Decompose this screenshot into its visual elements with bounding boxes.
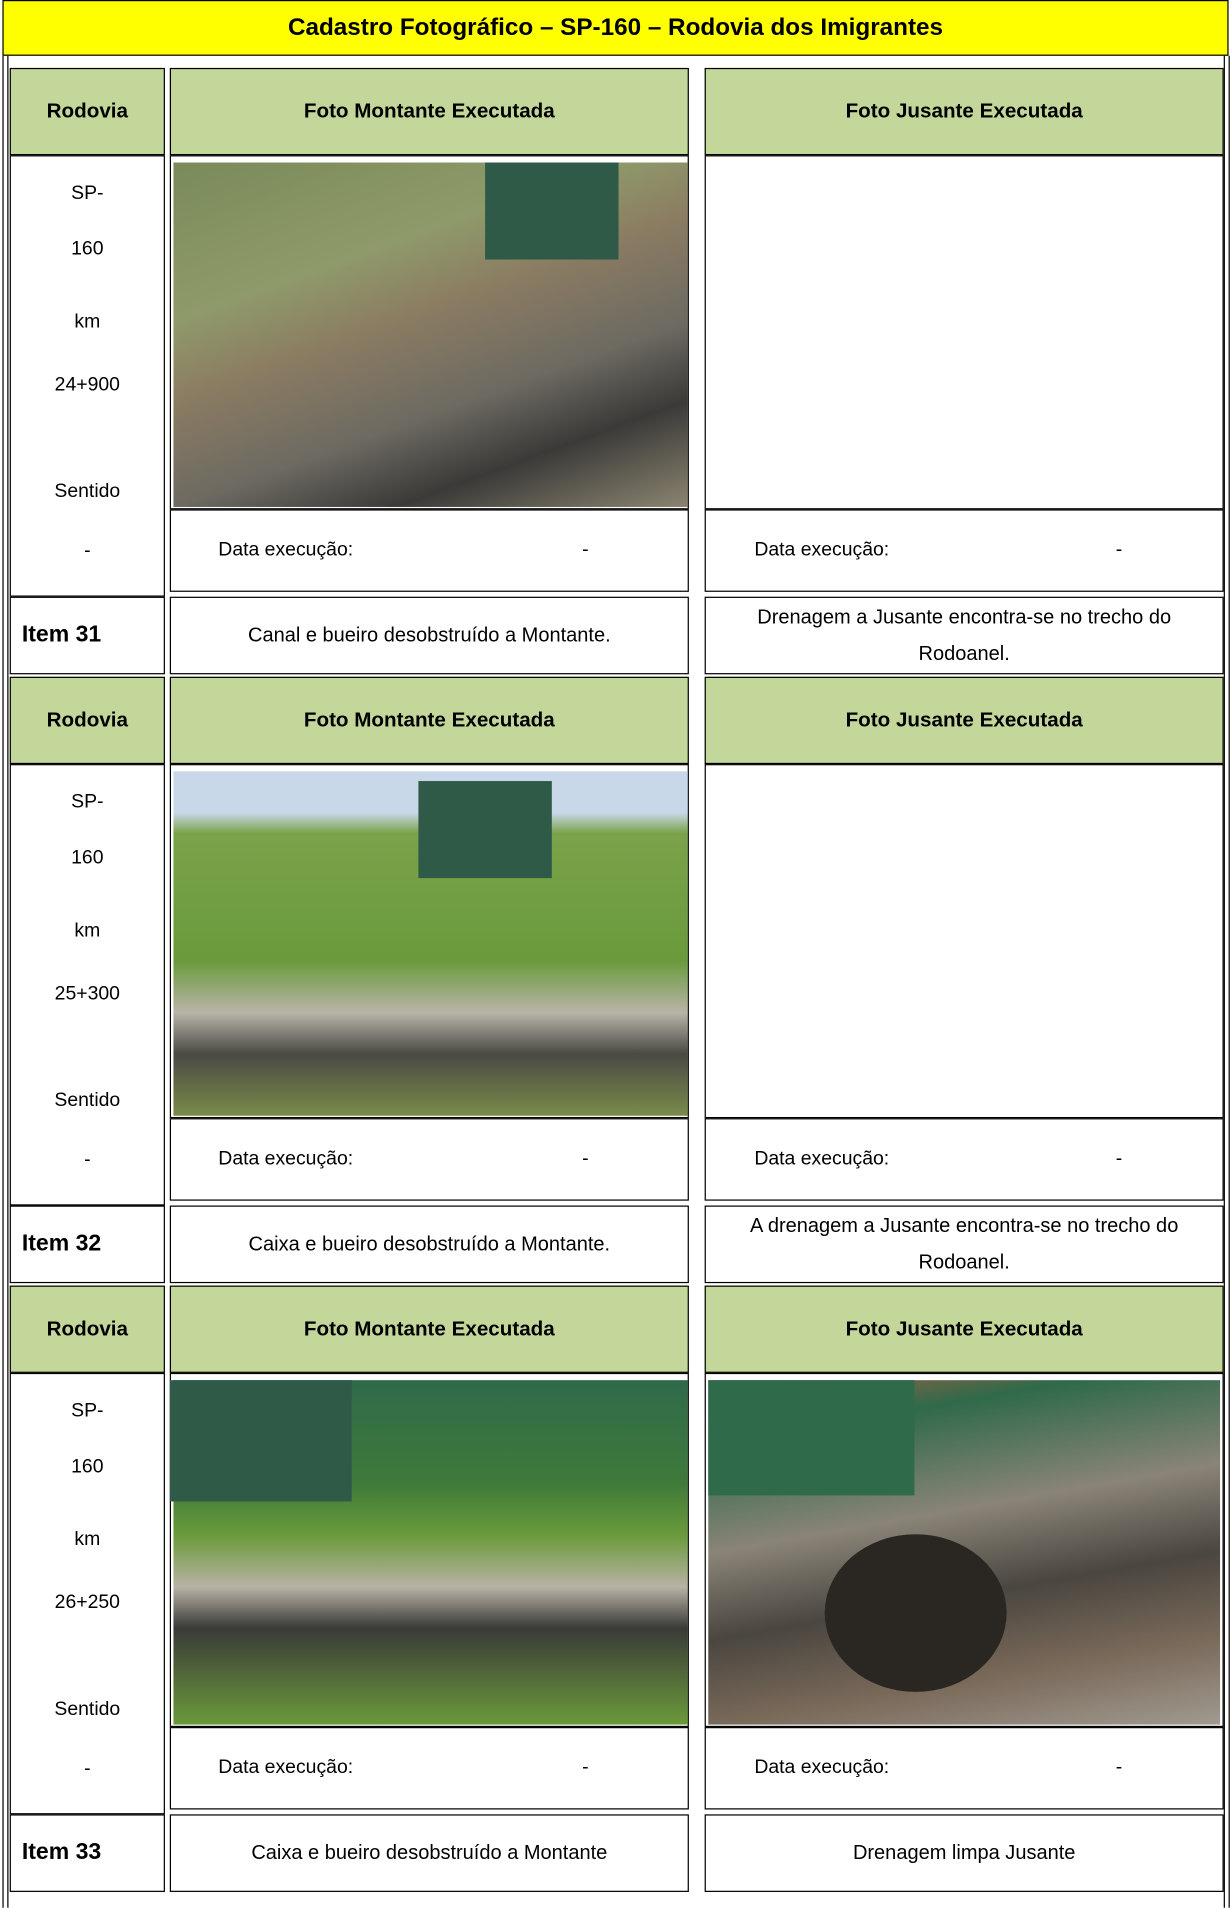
photo-cell: [169, 1372, 689, 1728]
date-label: Data execução:: [218, 1148, 354, 1170]
location-text: -: [84, 540, 91, 562]
photo-sign: [418, 781, 552, 879]
location-text: -: [84, 1758, 91, 1780]
column-header: Foto Jusante Executada: [704, 1285, 1224, 1373]
column-header: Foto Jusante Executada: [704, 67, 1224, 156]
description-cell: [169, 1205, 689, 1284]
description-cell: [169, 596, 689, 675]
location-text: km: [74, 920, 101, 942]
location-text: Sentido: [54, 481, 121, 503]
column-header: Rodovia: [9, 676, 165, 765]
description: A drenagem a Jusante encontra-se no trec…: [750, 1215, 1179, 1274]
photo-sign: [169, 1380, 352, 1502]
column-header: Foto Jusante Executada: [704, 676, 1224, 765]
location-cell: [9, 764, 165, 1206]
date-label: Data execução:: [218, 539, 354, 561]
location-text: SP-: [71, 1400, 104, 1422]
item-cell: [9, 1814, 165, 1892]
location-text: 25+300: [54, 983, 120, 1005]
location-text: -: [84, 1149, 91, 1171]
date-cell: [704, 1727, 1224, 1810]
title: Cadastro Fotográfico – SP-160 – Rodovia …: [2, 0, 1229, 56]
date-cell: [169, 1118, 689, 1201]
date-label: Data execução:: [754, 1148, 890, 1170]
location-text: km: [74, 311, 101, 333]
date-label: Data execução:: [218, 1757, 354, 1778]
location-cell: [9, 1372, 165, 1815]
photo-cell: [169, 155, 689, 510]
date-value: -: [1115, 1757, 1123, 1778]
location-text: SP-: [71, 791, 104, 813]
location-text: Sentido: [54, 1090, 121, 1111]
date-cell: [169, 1727, 689, 1810]
photo-cell: [169, 764, 689, 1119]
description: Caixa e bueiro desobstruído a Montante.: [248, 1233, 611, 1256]
column-header: Rodovia: [9, 1285, 165, 1373]
right-border: [1223, 55, 1230, 1908]
column-header: Rodovia: [9, 67, 165, 156]
date-value: -: [1115, 1148, 1123, 1170]
location-text: 24+900: [54, 374, 120, 396]
photo-cell: [704, 764, 1224, 1119]
location-cell: [9, 155, 165, 597]
photo-sign: [485, 162, 619, 260]
item-label: Item 33: [21, 1839, 102, 1866]
column-header: Foto Montante Executada: [169, 67, 689, 156]
date-cell: [169, 509, 689, 592]
description-cell: [704, 596, 1224, 675]
left-border: [2, 55, 9, 1908]
description: Canal e bueiro desobstruído a Montante.: [247, 624, 611, 647]
location-text: km: [74, 1529, 101, 1550]
photo-cell: [704, 1372, 1224, 1728]
item-label: Item 31: [21, 622, 102, 648]
date-cell: [704, 1118, 1224, 1201]
date-value: -: [1115, 539, 1123, 561]
column-header: Foto Montante Executada: [169, 676, 689, 765]
date-value: -: [582, 539, 589, 561]
photo-sign: [708, 1380, 915, 1496]
location-text: Sentido: [54, 1699, 121, 1720]
description-cell: [704, 1205, 1224, 1284]
description: Drenagem limpa Jusante: [852, 1842, 1076, 1865]
date-cell: [704, 509, 1224, 592]
column-header: Foto Montante Executada: [169, 1285, 689, 1373]
location-text: 160: [71, 1456, 104, 1478]
item-label: Item 32: [21, 1230, 102, 1257]
description-cell: [704, 1814, 1224, 1892]
culvert: [824, 1534, 1007, 1692]
description: Drenagem a Jusante encontra-se no trecho…: [757, 606, 1172, 665]
item-cell: [9, 596, 165, 675]
location-text: SP-: [71, 183, 104, 204]
photo-cell: [704, 155, 1224, 510]
date-value: -: [582, 1757, 589, 1778]
location-text: 160: [71, 847, 104, 869]
description: Caixa e bueiro desobstruído a Montante: [251, 1842, 608, 1865]
description-cell: [169, 1814, 689, 1892]
location-text: 26+250: [54, 1592, 120, 1614]
date-value: -: [582, 1148, 589, 1170]
item-cell: [9, 1205, 165, 1284]
date-label: Data execução:: [754, 1757, 890, 1778]
location-text: 160: [71, 238, 104, 260]
date-label: Data execução:: [754, 539, 890, 561]
